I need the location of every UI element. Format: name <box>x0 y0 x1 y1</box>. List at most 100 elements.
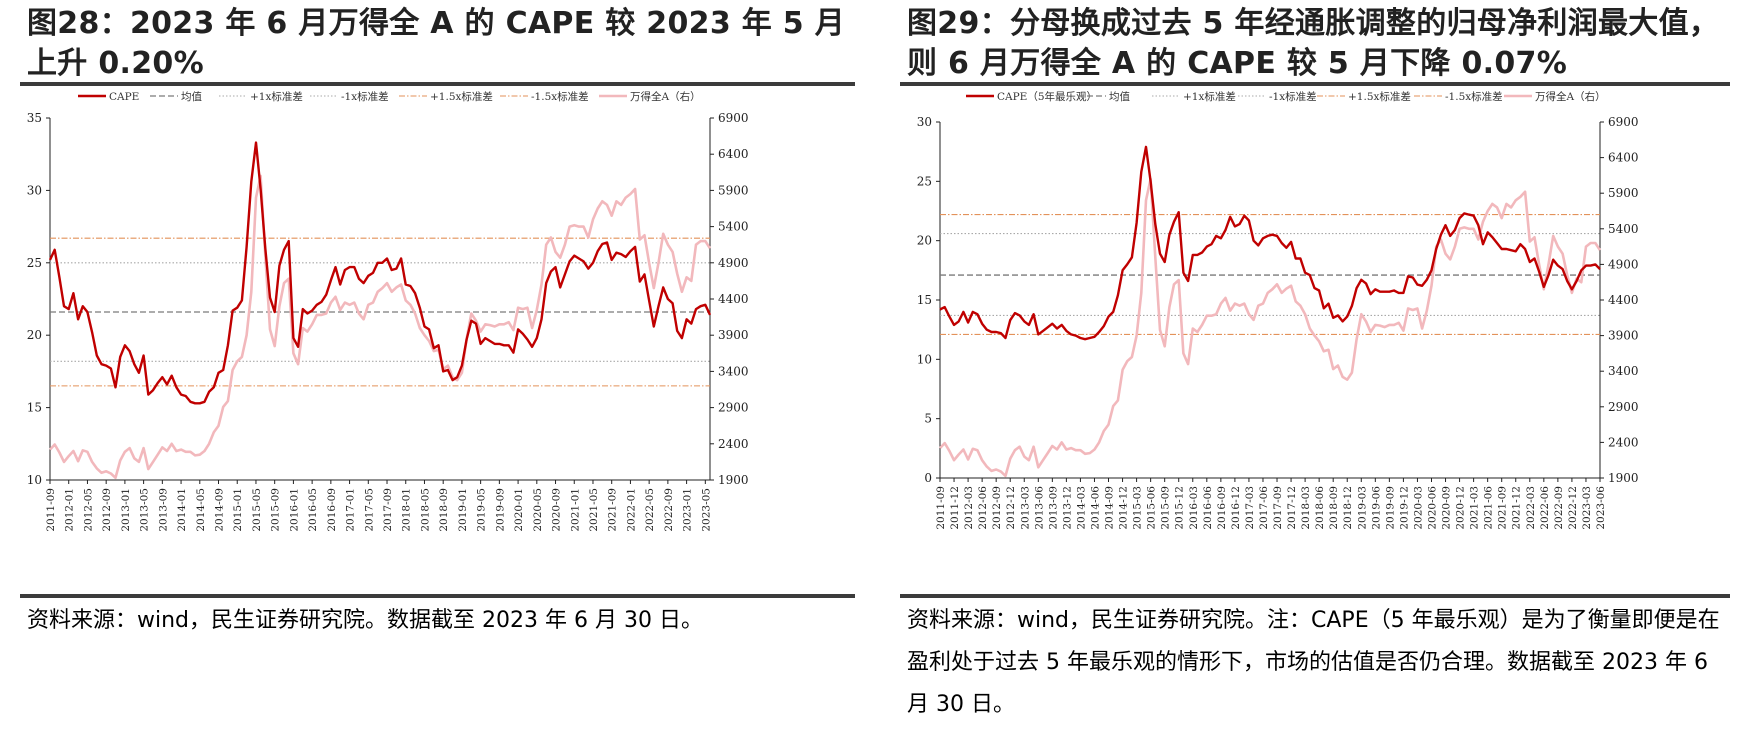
legend-item: +1.5x标准差 <box>1317 90 1411 103</box>
x-tick-label: 2015-06 <box>1146 486 1158 530</box>
legend-label: +1.5x标准差 <box>430 90 493 103</box>
x-tick-label: 2020-09 <box>551 488 563 532</box>
x-tick-label: 2018-09 <box>1328 486 1340 530</box>
y2-tick-label: 6400 <box>1608 151 1639 165</box>
x-tick-label: 2022-09 <box>663 488 675 532</box>
x-tick-label: 2019-09 <box>494 488 506 532</box>
legend-item: 万得全A（右） <box>599 90 701 103</box>
x-tick-label: 2015-05 <box>251 488 263 532</box>
x-tick-label: 2012-06 <box>977 486 989 530</box>
x-tick-label: 2012-01 <box>64 488 76 532</box>
x-tick-label: 2016-09 <box>326 488 338 532</box>
x-tick-label: 2022-12 <box>1567 486 1579 530</box>
legend-label: 均值 <box>1109 90 1131 103</box>
figure-28: 图28：2023 年 6 月万得全 A 的 CAPE 较 2023 年 5 月上… <box>20 0 855 730</box>
legend-item: -1x标准差 <box>1238 90 1317 103</box>
x-tick-label: 2015-09 <box>1160 486 1172 530</box>
x-tick-label: 2015-03 <box>1132 486 1144 530</box>
x-tick-label: 2022-09 <box>1553 486 1565 530</box>
x-tick-label: 2014-03 <box>1075 486 1087 530</box>
legend-label: -1.5x标准差 <box>531 90 589 103</box>
y-tick-label: 15 <box>27 401 42 415</box>
y2-tick-label: 2400 <box>718 437 749 451</box>
y-tick-label: 10 <box>27 473 42 487</box>
x-tick-label: 2020-05 <box>532 488 544 532</box>
x-tick-label: 2023-03 <box>1581 486 1593 530</box>
legend-item: -1.5x标准差 <box>500 90 589 103</box>
y2-tick-label: 4400 <box>718 292 749 306</box>
x-tick-label: 2019-06 <box>1370 486 1382 530</box>
x-tick-label: 2021-05 <box>588 488 600 532</box>
legend-item: CAPE <box>78 91 139 103</box>
legend-label: 万得全A（右） <box>1535 90 1606 103</box>
x-tick-label: 2020-01 <box>513 488 525 532</box>
x-tick-label: 2015-09 <box>270 488 282 532</box>
x-tick-label: 2016-12 <box>1230 486 1242 530</box>
x-tick-label: 2013-05 <box>139 488 151 532</box>
x-tick-label: 2021-06 <box>1483 486 1495 530</box>
y2-tick-label: 3400 <box>718 364 749 378</box>
x-tick-label: 2016-03 <box>1188 486 1200 530</box>
x-tick-label: 2012-05 <box>82 488 94 532</box>
y2-tick-label: 2900 <box>718 401 749 415</box>
x-tick-label: 2014-05 <box>195 488 207 532</box>
legend-item: 均值 <box>1078 90 1131 103</box>
bottom-divider <box>20 594 855 598</box>
y-tick-label: 0 <box>924 471 932 485</box>
x-tick-label: 2019-09 <box>1384 486 1396 530</box>
y2-tick-label: 3900 <box>1608 329 1639 343</box>
x-tick-label: 2017-06 <box>1258 486 1270 530</box>
y2-tick-label: 3400 <box>1608 364 1639 378</box>
x-tick-label: 2014-09 <box>1104 486 1116 530</box>
figure-29: 图29：分母换成过去 5 年经通胀调整的归母净利润最大值，则 6 月万得全 A … <box>900 0 1730 730</box>
x-tick-label: 2020-12 <box>1455 486 1467 530</box>
x-tick-label: 2018-12 <box>1342 486 1354 530</box>
x-tick-label: 2011-09 <box>45 488 57 532</box>
x-tick-label: 2022-05 <box>644 488 656 532</box>
x-tick-label: 2022-01 <box>625 488 637 532</box>
x-tick-label: 2016-05 <box>307 488 319 532</box>
x-tick-label: 2015-12 <box>1174 486 1186 530</box>
x-tick-label: 2018-05 <box>419 488 431 532</box>
x-tick-label: 2022-03 <box>1525 486 1537 530</box>
legend-label: -1.5x标准差 <box>1445 90 1503 103</box>
figure-title: 图28：2023 年 6 月万得全 A 的 CAPE 较 2023 年 5 月上… <box>27 6 846 81</box>
x-tick-label: 2017-01 <box>345 488 357 532</box>
x-tick-label: 2022-06 <box>1539 486 1551 530</box>
figure-title: 图29：分母换成过去 5 年经通胀调整的归母净利润最大值，则 6 月万得全 A … <box>907 6 1720 81</box>
x-tick-label: 2013-09 <box>157 488 169 532</box>
x-tick-label: 2018-01 <box>401 488 413 532</box>
x-tick-label: 2014-12 <box>1118 486 1130 530</box>
x-tick-label: 2021-03 <box>1469 486 1481 530</box>
y2-tick-label: 4400 <box>1608 293 1639 307</box>
y-tick-label: 15 <box>917 293 932 307</box>
legend-label: CAPE（5年最乐观） <box>997 90 1097 103</box>
bottom-divider <box>900 594 1730 598</box>
y2-tick-label: 2400 <box>1608 435 1639 449</box>
y-tick-label: 5 <box>924 412 932 426</box>
x-tick-label: 2019-03 <box>1356 486 1368 530</box>
x-tick-label: 2015-01 <box>232 488 244 532</box>
y-tick-label: 30 <box>27 183 42 197</box>
x-tick-label: 2014-01 <box>176 488 188 532</box>
x-tick-label: 2021-09 <box>1497 486 1509 530</box>
source-note: 资料来源：wind，民生证券研究院。注：CAPE（5 年最乐观）是为了衡量即便是… <box>907 608 1720 717</box>
legend-item: +1.5x标准差 <box>399 90 493 103</box>
series-line-cape <box>48 141 712 405</box>
series-line-cape <box>939 145 1601 341</box>
x-tick-label: 2023-01 <box>682 488 694 532</box>
y2-tick-label: 5400 <box>1608 222 1639 236</box>
x-tick-label: 2023-05 <box>700 488 712 532</box>
x-tick-label: 2017-09 <box>382 488 394 532</box>
y2-tick-label: 1900 <box>718 473 749 487</box>
x-tick-label: 2019-05 <box>476 488 488 532</box>
x-tick-label: 2019-12 <box>1398 486 1410 530</box>
y2-tick-label: 3900 <box>718 328 749 342</box>
legend: CAPE（5年最乐观） 均值 +1x标准差 -1x标准差 +1.5x标准差 -1.5x标准… <box>966 90 1606 103</box>
x-tick-label: 2020-06 <box>1426 486 1438 530</box>
x-tick-label: 2019-01 <box>457 488 469 532</box>
y-tick-label: 35 <box>27 111 42 125</box>
y2-tick-label: 6900 <box>1608 115 1639 129</box>
x-tick-label: 2017-05 <box>363 488 375 532</box>
x-tick-label: 2011-12 <box>949 486 961 530</box>
